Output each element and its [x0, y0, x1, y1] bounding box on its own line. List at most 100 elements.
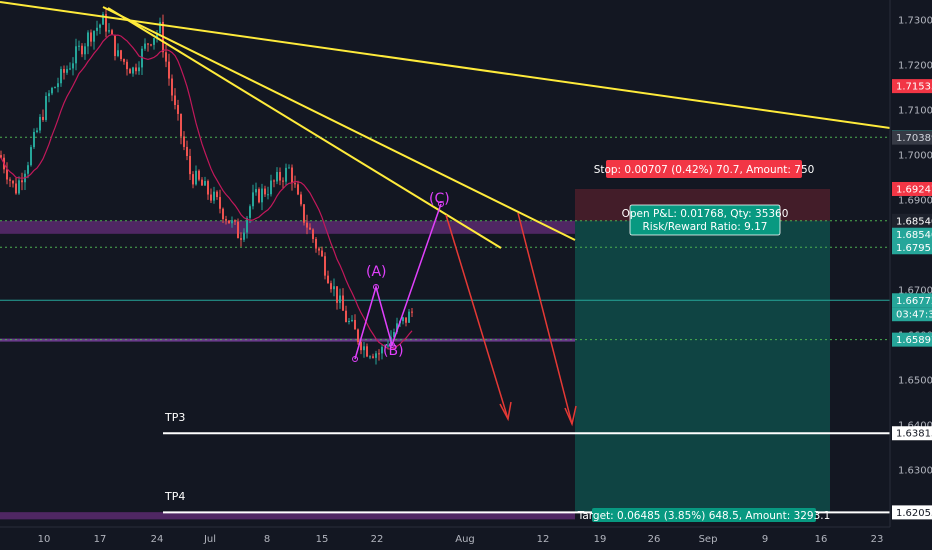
x-tick-label-14: 23: [871, 534, 884, 545]
tp3-label: TP3: [164, 411, 185, 424]
candle-body: [303, 204, 305, 223]
candle-body: [72, 63, 74, 69]
x-tick-label-10: 26: [648, 534, 661, 545]
candle-body: [66, 69, 68, 73]
price-tag-text: 1.65897: [896, 335, 932, 346]
x-tick-label-0: 10: [38, 534, 51, 545]
candle-body: [0, 155, 2, 158]
candle-body: [195, 170, 197, 185]
candle-body: [93, 30, 95, 42]
x-tick-label-13: 16: [815, 534, 828, 545]
trendline-steep[interactable]: [107, 7, 502, 249]
candle-body: [81, 45, 83, 55]
candlesticks: [0, 8, 413, 365]
y-tick-label-10: 1.63000: [898, 465, 932, 476]
candle-body: [309, 227, 311, 230]
candle-body: [237, 221, 239, 239]
price-tag-bg: [892, 426, 932, 441]
candle-body: [138, 67, 140, 72]
arrow-2-shaft: [517, 212, 573, 425]
x-tick-label-12: 9: [762, 534, 768, 545]
tp4-label: TP4: [164, 490, 185, 503]
time-axis[interactable]: 10 17 24 Jul 8 15 22 Aug 12 19 26 Sep 9 16 23: [0, 526, 932, 550]
x-tick-label-3: Jul: [203, 534, 216, 545]
candle-body: [312, 229, 314, 239]
candle-body: [180, 113, 182, 137]
arrow-1-head: [499, 401, 512, 422]
candle-body: [339, 295, 341, 303]
moving-average-line: [0, 33, 413, 350]
candle-body: [219, 197, 221, 209]
candle-body: [372, 356, 374, 358]
candle-body: [135, 67, 137, 72]
candle-body: [117, 50, 119, 57]
candle-body: [114, 34, 116, 57]
wave-label-c: (C): [429, 191, 450, 207]
price-tag-11: 1.62055: [892, 505, 932, 520]
candle-body: [228, 220, 230, 224]
price-tag-text: 1.62055: [896, 508, 932, 519]
candle-body: [300, 194, 302, 205]
candle-body: [222, 208, 224, 220]
candle-body: [60, 69, 62, 84]
candle-body: [378, 353, 380, 355]
candle-body: [288, 167, 290, 169]
x-tick-label-6: 22: [371, 534, 384, 545]
projection-arrows[interactable]: [445, 212, 577, 427]
x-tick-label-11: Sep: [699, 534, 718, 545]
x-tick-label-9: 19: [594, 534, 607, 545]
price-tag-text: 1.66772: [896, 296, 932, 307]
y-tick-label-1: 1.72000: [898, 61, 932, 72]
candle-body: [387, 345, 389, 347]
candle-body: [252, 192, 254, 207]
y-tick-label-2: 1.71000: [898, 106, 932, 117]
candle-body: [192, 174, 194, 185]
candle-body: [231, 220, 233, 224]
stop-label: Stop: 0.00707 (0.42%) 70.7, Amount: 750: [594, 160, 814, 178]
candle-body: [27, 165, 29, 174]
candle-body: [36, 130, 38, 133]
candle-body: [366, 346, 368, 357]
candle-body: [51, 87, 53, 94]
wave-pattern[interactable]: (A) (B) (C): [352, 191, 450, 362]
candle-body: [48, 93, 50, 97]
price-tag-text: 03:47:31: [896, 310, 932, 321]
position-tool[interactable]: [575, 188, 830, 513]
candle-body: [210, 194, 212, 201]
candle-body: [318, 248, 320, 251]
candle-body: [249, 206, 251, 218]
candle-body: [96, 27, 98, 31]
candle-body: [264, 188, 266, 195]
candle-body: [240, 238, 242, 240]
x-tick-label-5: 15: [316, 534, 329, 545]
wave-label-a: (A): [366, 264, 387, 280]
svg-text:Risk/Reward Ratio: 9.17: Risk/Reward Ratio: 9.17: [643, 221, 768, 233]
candle-body: [246, 217, 248, 233]
candle-body: [99, 24, 101, 28]
candle-body: [15, 183, 17, 194]
trendline-mid[interactable]: [102, 6, 576, 241]
candle-body: [207, 181, 209, 195]
wave-point-a: [373, 284, 379, 290]
candle-body: [396, 323, 398, 333]
candle-body: [171, 78, 173, 96]
candle-body: [321, 250, 323, 257]
y-tick-label-9: 1.64000: [898, 420, 932, 431]
price-axis[interactable]: 1.730001.720001.710001.700001.690001.680…: [889, 0, 932, 550]
price-tag-10: 1.63815: [892, 426, 932, 441]
candle-body: [87, 32, 89, 47]
trendline-long[interactable]: [0, 1, 891, 129]
price-tag-8: 03:47:31: [892, 307, 932, 322]
candle-body: [105, 14, 107, 32]
candle-body: [294, 183, 296, 185]
candle-body: [360, 342, 362, 351]
candle-body: [225, 219, 227, 221]
price-tag-2: 1.70389: [892, 130, 932, 145]
candle-body: [78, 45, 80, 47]
wave-label-b: (B): [383, 343, 404, 359]
zone-0: [0, 220, 575, 234]
trendlines[interactable]: [0, 1, 891, 249]
candle-body: [123, 59, 125, 62]
